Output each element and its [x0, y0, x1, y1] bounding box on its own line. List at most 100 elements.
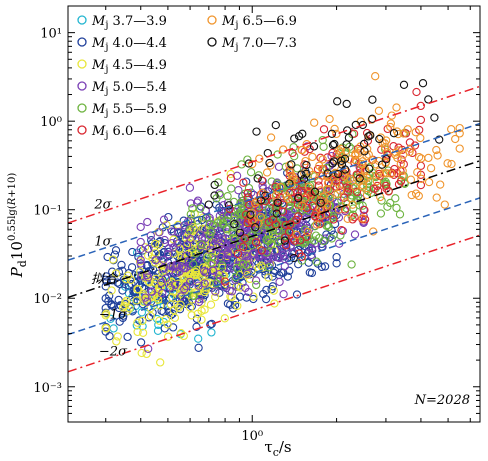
data-point-s2 [176, 300, 185, 309]
data-point-s5 [349, 129, 359, 138]
data-point-s6 [298, 201, 307, 210]
data-point-s2 [138, 291, 148, 300]
data-point-s6 [336, 144, 345, 154]
data-point-s3 [228, 240, 237, 249]
data-point-s7 [334, 169, 343, 179]
data-point-s5 [401, 129, 411, 138]
data-point-s6 [424, 177, 434, 187]
data-point-s3 [164, 244, 173, 253]
data-point-s7 [343, 126, 352, 135]
data-point-s5 [288, 148, 297, 158]
data-point-s2 [233, 301, 242, 311]
data-point-s5 [278, 207, 288, 216]
data-point-s5 [275, 193, 285, 202]
data-point-s6 [447, 159, 456, 169]
data-point-s2 [107, 286, 116, 295]
data-point-s5 [240, 234, 249, 243]
data-point-s6 [362, 152, 371, 161]
data-point-s4 [260, 220, 269, 229]
data-point-s5 [323, 153, 332, 162]
data-point-s2 [142, 349, 151, 359]
data-point-s6 [386, 122, 395, 132]
data-point-s2 [270, 299, 279, 308]
data-point-s6 [405, 147, 414, 157]
data-point-s4 [216, 216, 225, 225]
fit-and-band-lines [68, 85, 480, 373]
data-point-s1 [292, 290, 302, 299]
data-point-s4 [301, 238, 310, 247]
data-point-s4 [336, 231, 345, 240]
data-point-s7 [328, 140, 338, 150]
data-point-s4 [244, 183, 254, 193]
data-point-s6 [396, 159, 405, 168]
legend-label-6: Mj 6.5—6.9 [221, 14, 297, 31]
data-point-s4 [207, 252, 216, 262]
data-point-s6 [382, 169, 392, 178]
data-point-s7 [235, 228, 245, 237]
data-point-s5 [319, 125, 329, 134]
data-point-s7 [246, 210, 255, 219]
data-point-s3 [197, 234, 207, 243]
data-point-s2 [112, 337, 121, 346]
data-point-s6 [341, 146, 351, 155]
data-point-s5 [225, 204, 234, 214]
data-point-s2 [200, 305, 209, 314]
data-point-s1 [168, 323, 178, 332]
data-point-s6 [426, 164, 436, 173]
data-point-s4 [324, 222, 334, 232]
data-point-s4 [202, 254, 212, 263]
data-point-s7 [366, 131, 375, 140]
data-point-s4 [235, 242, 245, 251]
y-axis-label: Pd100.55lg(R+10) [7, 173, 29, 279]
data-point-s5 [257, 176, 267, 185]
data-point-s6 [310, 118, 319, 127]
data-point-s6 [379, 169, 388, 178]
data-point-s3 [224, 212, 233, 222]
data-point-s6 [317, 211, 326, 220]
data-point-s6 [374, 167, 384, 176]
data-point-s6 [416, 133, 425, 143]
data-point-s4 [293, 164, 302, 173]
data-point-s1 [123, 332, 132, 342]
data-points [101, 72, 464, 367]
data-point-s5 [416, 115, 426, 125]
data-point-s3 [155, 228, 164, 237]
data-point-s2 [133, 285, 142, 294]
data-point-s6 [451, 134, 460, 144]
data-point-s3 [250, 249, 259, 259]
legend-marker-6 [207, 15, 217, 25]
data-point-s4 [262, 248, 271, 257]
data-point-s6 [380, 143, 390, 152]
data-point-s4 [230, 212, 239, 221]
data-point-s3 [136, 255, 145, 265]
data-point-s6 [271, 191, 281, 200]
data-point-s5 [311, 212, 320, 221]
data-point-s5 [384, 187, 393, 196]
data-point-s6 [318, 155, 327, 164]
data-point-s2 [122, 296, 131, 305]
legend-marker-2 [77, 59, 87, 69]
data-point-s4 [327, 234, 336, 243]
band-line-1 [68, 122, 480, 261]
data-point-s2 [155, 316, 164, 325]
data-point-s6 [433, 151, 442, 160]
data-point-s5 [412, 87, 421, 97]
data-point-s7 [328, 159, 337, 168]
data-point-s3 [238, 251, 247, 260]
data-point-s5 [282, 241, 291, 250]
data-point-s7 [265, 158, 274, 168]
data-point-s1 [136, 276, 145, 285]
data-point-s7 [435, 135, 444, 144]
data-point-s3 [173, 239, 182, 248]
data-point-s4 [391, 194, 400, 203]
data-point-s6 [248, 159, 257, 169]
axes: 10⁻³ 10⁻² 10⁻¹ 10⁰ 10¹ 10⁰ [33, 5, 481, 444]
data-point-s5 [226, 174, 236, 183]
data-point-s7 [294, 194, 303, 203]
band-line-0 [68, 85, 480, 224]
y-tick-label: 10¹ [40, 27, 62, 42]
data-point-s6 [346, 174, 355, 183]
data-point-s1 [107, 300, 116, 309]
data-point-s7 [253, 174, 262, 183]
